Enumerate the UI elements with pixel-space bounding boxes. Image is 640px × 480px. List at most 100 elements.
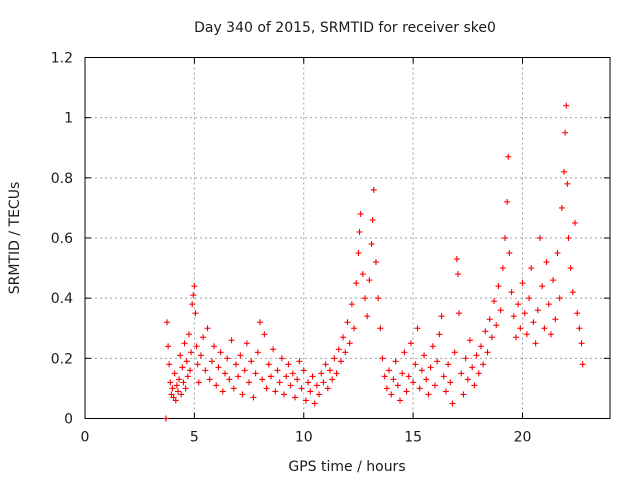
data-point xyxy=(497,307,504,314)
data-point xyxy=(377,325,384,332)
data-point xyxy=(383,385,390,392)
data-point xyxy=(177,352,184,359)
data-point xyxy=(558,204,565,211)
data-point xyxy=(167,379,174,386)
grid-layer xyxy=(85,57,610,419)
data-point xyxy=(335,346,342,353)
data-point xyxy=(243,340,250,347)
data-point xyxy=(456,310,463,317)
data-point xyxy=(462,355,469,362)
data-point xyxy=(252,370,259,377)
data-point xyxy=(519,280,526,287)
data-point xyxy=(215,364,222,371)
data-point xyxy=(506,250,513,257)
data-point xyxy=(294,376,301,383)
data-point xyxy=(412,361,419,368)
data-point xyxy=(364,313,371,320)
data-point xyxy=(333,370,340,377)
data-point xyxy=(394,382,401,389)
data-point xyxy=(183,358,190,365)
y-tick-label: 0 xyxy=(64,412,73,428)
data-point xyxy=(469,364,476,371)
data-point xyxy=(278,355,285,362)
data-point xyxy=(576,325,583,332)
data-point xyxy=(414,325,421,332)
data-point xyxy=(322,361,329,368)
data-point xyxy=(206,376,213,383)
data-point xyxy=(351,325,358,332)
data-point xyxy=(235,373,242,380)
data-point xyxy=(390,376,397,383)
data-point xyxy=(569,289,576,296)
data-point xyxy=(187,367,193,374)
data-point xyxy=(213,382,220,389)
data-point xyxy=(438,313,445,320)
data-point xyxy=(164,319,171,326)
data-point xyxy=(480,361,487,368)
data-point xyxy=(316,391,323,398)
data-point xyxy=(224,355,231,362)
x-tick-label: 5 xyxy=(190,430,199,446)
data-point xyxy=(362,295,368,302)
y-tick-label: 1 xyxy=(64,111,73,127)
data-point-layer xyxy=(162,102,586,422)
x-tick-label: 10 xyxy=(295,430,313,446)
data-point xyxy=(458,370,465,377)
data-point xyxy=(436,331,443,338)
data-point xyxy=(495,283,502,290)
data-point xyxy=(578,340,585,347)
data-point xyxy=(539,283,546,290)
data-point xyxy=(329,376,336,383)
data-point xyxy=(289,370,296,377)
data-point xyxy=(226,376,233,383)
data-point xyxy=(379,355,386,362)
data-point xyxy=(537,235,543,241)
data-point xyxy=(182,385,189,392)
data-point xyxy=(173,382,180,389)
data-point xyxy=(179,364,186,371)
data-point xyxy=(386,367,393,374)
data-point xyxy=(407,340,414,347)
data-point xyxy=(447,379,454,386)
data-point xyxy=(200,334,207,341)
data-point xyxy=(510,313,517,320)
data-point xyxy=(565,235,572,241)
y-tick-label: 0.4 xyxy=(51,291,73,307)
data-point xyxy=(372,259,379,266)
data-point xyxy=(567,265,574,272)
data-point xyxy=(353,280,360,287)
data-point xyxy=(232,361,239,368)
data-point xyxy=(564,180,571,187)
data-point xyxy=(217,349,224,356)
data-point xyxy=(191,283,198,290)
data-point xyxy=(185,331,192,338)
data-point xyxy=(434,358,441,365)
y-tick-label: 0.2 xyxy=(51,351,73,367)
data-point xyxy=(486,316,493,323)
data-point xyxy=(162,415,169,422)
data-point xyxy=(337,358,344,365)
data-point xyxy=(442,388,449,395)
data-point xyxy=(263,385,270,392)
data-point xyxy=(453,256,460,263)
data-point xyxy=(491,298,498,305)
data-point xyxy=(276,379,283,386)
data-point xyxy=(342,349,349,356)
data-point xyxy=(285,361,292,368)
data-point xyxy=(192,310,199,317)
data-point xyxy=(307,388,314,395)
data-point xyxy=(261,331,268,338)
data-point xyxy=(219,388,226,395)
data-point xyxy=(320,379,327,386)
tick-layer: 0 5 10 15 20 0 0.2 0.4 0.6 0.8 1 1.2 xyxy=(51,51,610,446)
data-point xyxy=(477,343,484,350)
data-point xyxy=(493,322,500,329)
data-point xyxy=(515,301,522,308)
data-point xyxy=(482,328,489,335)
data-point xyxy=(250,394,257,401)
data-point xyxy=(230,385,237,392)
data-point xyxy=(550,277,557,284)
data-point xyxy=(348,301,355,308)
data-point xyxy=(169,385,176,392)
data-point xyxy=(287,382,294,389)
